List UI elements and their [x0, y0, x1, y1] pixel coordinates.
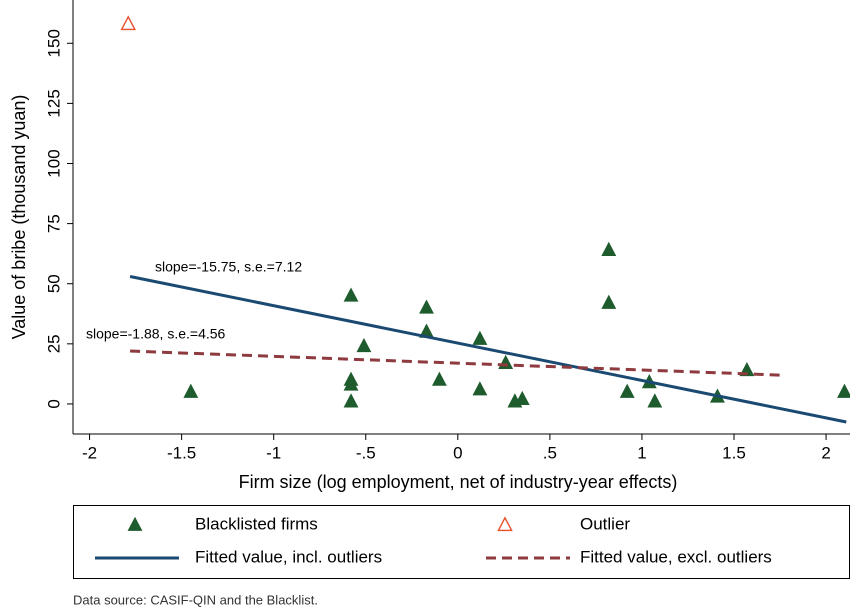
- x-tick-label: -1.5: [167, 443, 196, 462]
- point: [343, 393, 359, 408]
- y-tick-label: 125: [44, 89, 63, 117]
- y-tick-label: 100: [44, 149, 63, 177]
- point: [514, 390, 530, 406]
- fit-line: [129, 275, 847, 424]
- legend-label: Blacklisted firms: [195, 514, 318, 533]
- source-note: Data source: CASIF-QIN and the Blacklist…: [73, 592, 318, 607]
- x-tick-label: 1: [637, 443, 646, 462]
- point: [343, 287, 359, 302]
- point: [472, 330, 488, 345]
- legend-label: Fitted value, excl. outliers: [580, 547, 772, 566]
- point: [647, 393, 663, 408]
- annotation: slope=-15.75, s.e.=7.12: [155, 259, 302, 275]
- point: [837, 383, 850, 398]
- point: [619, 383, 635, 398]
- x-tick-label: -.5: [356, 443, 376, 462]
- y-tick-label: 50: [44, 274, 63, 293]
- y-tick-label: 0: [44, 399, 63, 408]
- x-tick-label: 2: [821, 443, 830, 462]
- y-axis-title: Value of bribe (thousand yuan): [9, 95, 29, 340]
- point: [601, 294, 617, 309]
- point: [120, 15, 136, 31]
- x-tick-label: -1: [266, 443, 281, 462]
- legend-label: Outlier: [580, 514, 630, 533]
- point: [601, 241, 617, 256]
- x-tick-label: 0: [453, 443, 462, 462]
- legend-label: Fitted value, incl. outliers: [195, 547, 382, 566]
- point: [419, 299, 434, 314]
- x-axis-title: Firm size (log employment, net of indust…: [239, 472, 678, 492]
- point: [472, 381, 488, 396]
- x-tick-label: -2: [82, 443, 97, 462]
- legend-symbol: [127, 516, 143, 531]
- y-tick-label: 150: [44, 29, 63, 57]
- x-tick-label: .5: [543, 443, 557, 462]
- point: [431, 371, 447, 386]
- annotation: slope=-1.88, s.e.=4.56: [86, 326, 226, 342]
- legend-symbol: [497, 516, 513, 532]
- point: [183, 383, 199, 398]
- y-tick-label: 25: [44, 334, 63, 353]
- x-tick-label: 1.5: [722, 443, 746, 462]
- point: [343, 376, 359, 391]
- fit-line: [130, 349, 781, 377]
- y-tick-label: 75: [44, 214, 63, 233]
- point: [356, 337, 372, 353]
